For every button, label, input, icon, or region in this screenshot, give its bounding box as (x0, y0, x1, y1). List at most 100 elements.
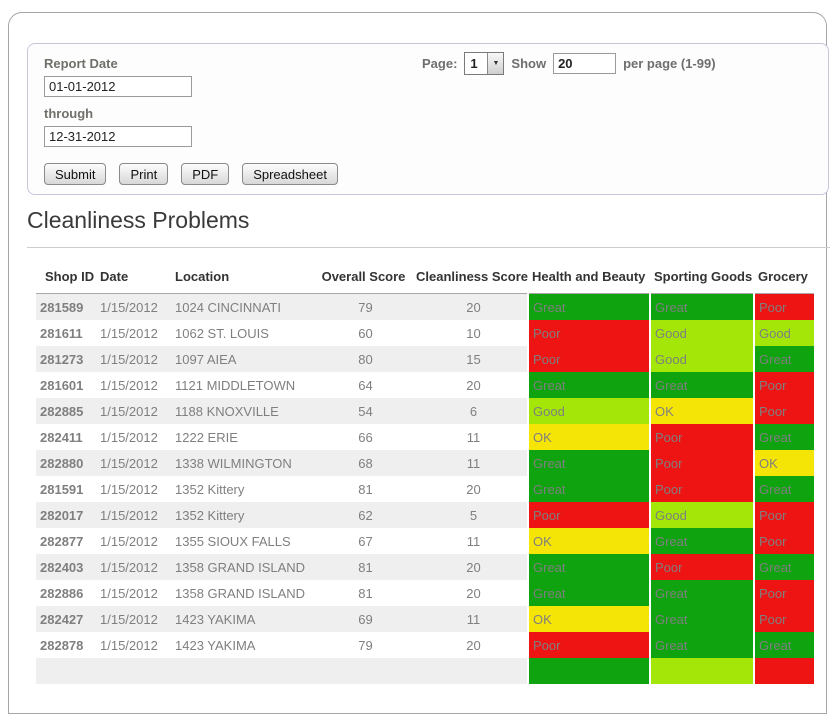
date-cell: 1/15/2012 (100, 429, 158, 445)
sporting-goods-rating-cell: Great (649, 632, 754, 658)
health-and-beauty-rating-cell: OK (527, 424, 650, 450)
date-cell: 1/15/2012 (96, 502, 171, 528)
health-and-beauty-rating-cell: Great (527, 554, 650, 580)
date-cell: 1/15/2012 (96, 450, 171, 476)
dropdown-arrow-icon[interactable]: ▼ (487, 53, 504, 74)
sporting-goods-rating-cell: OK (649, 398, 754, 424)
cleanliness-score-cell: 20 (466, 585, 481, 601)
table-row: 282880 1/15/2012 1338 WILMINGTON 68 11 Great P… (36, 450, 814, 476)
table-row: 281589 1/15/2012 1024 CINCINNATI 79 20 Great G… (36, 293, 814, 320)
report-date-from-input[interactable] (44, 76, 192, 97)
spreadsheet-button[interactable]: Spreadsheet (242, 163, 338, 185)
location-cell: 1423 YAKIMA (175, 637, 256, 653)
sporting-goods-rating-cell: Poor (649, 450, 754, 476)
column-header-shop-id: Shop ID (36, 259, 96, 294)
column-header-location: Location (171, 259, 311, 294)
cleanliness-score-cell: 11 (466, 429, 481, 445)
location-cell: 1062 ST. LOUIS (175, 325, 269, 341)
health-and-beauty-rating-cell: Poor (527, 632, 650, 658)
table-header-row: Shop ID Date Location Overall Score Cleanlin… (36, 259, 814, 294)
location-cell: 1222 ERIE (175, 429, 238, 445)
submit-button[interactable]: Submit (44, 163, 107, 185)
grocery-rating-cell: Great (753, 424, 814, 450)
date-cell: 1/15/2012 (96, 346, 171, 372)
grocery-rating-cell: Poor (753, 580, 814, 606)
cleanliness-score-cell: 11 (466, 533, 481, 549)
report-date-to-input[interactable] (44, 126, 192, 147)
cleanliness-score-cell: 20 (416, 554, 528, 580)
table-row: 282878 1/15/2012 1423 YAKIMA 79 20 Poor Great G… (36, 632, 814, 658)
grocery-rating-cell (753, 658, 814, 684)
date-cell: 1/15/2012 (100, 377, 158, 393)
date-cell: 1/15/2012 (100, 533, 158, 549)
location-cell: 1355 SIOUX FALLS (175, 533, 291, 549)
overall-score-cell (311, 658, 416, 684)
per-page-hint: per page (1-99) (623, 56, 716, 71)
cleanliness-score-cell: 11 (416, 450, 528, 476)
health-and-beauty-rating-cell: Poor (527, 320, 650, 346)
report-card: Report Date through Submit Print PDF Spr… (8, 12, 830, 714)
page-select-value: 1 (470, 56, 478, 71)
cleanliness-score-cell: 6 (416, 398, 528, 424)
cleanliness-score-cell: 20 (466, 637, 481, 653)
per-page-input[interactable] (553, 53, 617, 74)
sporting-goods-rating-cell: Great (649, 528, 754, 554)
sporting-goods-rating-cell: Great (649, 580, 754, 606)
overall-score-cell: 62 (311, 502, 416, 528)
table-row: 282017 1/15/2012 1352 Kittery 62 5 Poor Good Po… (36, 502, 814, 528)
grocery-rating-cell: Great (753, 632, 814, 658)
shop-id-cell: 282878 (40, 637, 84, 653)
location-cell: 1423 YAKIMA (171, 606, 311, 632)
grocery-rating-cell: Poor (753, 293, 814, 320)
sporting-goods-rating-cell: Great (649, 293, 754, 320)
cleanliness-score-cell (416, 658, 528, 684)
overall-score-cell: 81 (358, 585, 373, 601)
column-header-sporting-goods: Sporting Goods (650, 259, 754, 294)
pdf-button[interactable]: PDF (181, 163, 230, 185)
shop-id-cell (36, 658, 96, 684)
sporting-goods-rating-cell (649, 658, 754, 684)
table-row: 282877 1/15/2012 1355 SIOUX FALLS 67 11 OK Gre… (36, 528, 814, 554)
shop-id-cell: 281601 (40, 377, 84, 393)
location-cell: 1097 AIEA (171, 346, 311, 372)
health-and-beauty-rating-cell (527, 658, 650, 684)
shop-id-cell: 282403 (36, 554, 96, 580)
table-row: 281601 1/15/2012 1121 MIDDLETOWN 64 20 Great G… (36, 372, 814, 398)
page-select[interactable]: 1 ▼ (464, 52, 505, 75)
grocery-rating-cell: Great (753, 346, 814, 372)
sporting-goods-rating-cell: Poor (649, 554, 754, 580)
health-and-beauty-rating-cell: OK (527, 606, 650, 632)
report-date-label: Report Date (44, 56, 118, 71)
overall-score-cell: 80 (311, 346, 416, 372)
location-cell: 1121 MIDDLETOWN (175, 377, 296, 393)
date-cell: 1/15/2012 (96, 606, 171, 632)
date-cell: 1/15/2012 (100, 481, 158, 497)
column-header-cleanliness-score: Cleanliness Score (416, 259, 528, 294)
cleanliness-score-cell: 20 (466, 377, 481, 393)
sporting-goods-rating-cell: Great (649, 606, 754, 632)
overall-score-cell: 81 (311, 554, 416, 580)
cleanliness-score-cell: 20 (466, 481, 481, 497)
shop-id-cell: 281611 (40, 325, 83, 341)
grocery-rating-cell: Great (753, 554, 814, 580)
location-cell: 1358 GRAND ISLAND (175, 585, 306, 601)
location-cell: 1358 GRAND ISLAND (171, 554, 311, 580)
shop-id-cell: 281589 (36, 293, 96, 320)
grocery-rating-cell: Poor (753, 606, 814, 632)
shop-id-cell: 281591 (40, 481, 84, 497)
shop-id-cell: 282880 (36, 450, 96, 476)
print-button[interactable]: Print (119, 163, 169, 185)
location-cell: 1352 Kittery (171, 502, 311, 528)
location-cell: 1188 KNOXVILLE (171, 398, 311, 424)
table-row: 282411 1/15/2012 1222 ERIE 66 11 OK Poor Great (36, 424, 814, 450)
health-and-beauty-rating-cell: Great (527, 293, 650, 320)
overall-score-cell: 66 (358, 429, 373, 445)
date-cell: 1/15/2012 (100, 325, 158, 341)
pagination-controls: Page: 1 ▼ Show per page (1-99) (422, 52, 716, 75)
date-cell: 1/15/2012 (96, 293, 171, 320)
cleanliness-table: Shop ID Date Location Overall Score Cleanlin… (36, 259, 814, 684)
shop-id-cell: 281273 (36, 346, 96, 372)
page-label: Page: (422, 56, 458, 71)
shop-id-cell: 282427 (36, 606, 96, 632)
column-header-date: Date (96, 259, 171, 294)
